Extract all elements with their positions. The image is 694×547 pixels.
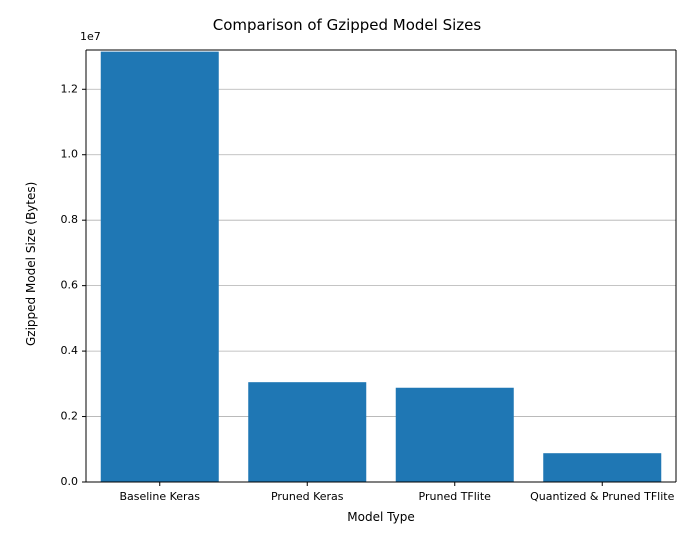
bar — [543, 453, 661, 482]
bar — [101, 52, 219, 482]
bar — [248, 382, 366, 482]
bar — [396, 388, 514, 482]
x-tick-label: Pruned Keras — [271, 490, 344, 503]
y-tick-label: 0.0 — [61, 475, 79, 488]
y-tick-label: 1.2 — [61, 82, 79, 95]
y-tick-label: 0.2 — [61, 410, 79, 423]
x-tick-label: Quantized & Pruned TFlite — [530, 490, 674, 503]
x-tick-label: Pruned TFlite — [419, 490, 492, 503]
figure: Comparison of Gzipped Model Sizes 1e7 Gz… — [0, 0, 694, 547]
y-tick-label: 1.0 — [61, 148, 79, 161]
x-tick-label: Baseline Keras — [119, 490, 200, 503]
bar-chart: 0.0 0.2 0.4 0.6 0.8 1.0 1.2 Baseline Keras Prune… — [0, 0, 694, 547]
y-tick-label: 0.4 — [61, 344, 79, 357]
y-tick-label: 0.6 — [61, 279, 79, 292]
y-tick-label: 0.8 — [61, 213, 79, 226]
